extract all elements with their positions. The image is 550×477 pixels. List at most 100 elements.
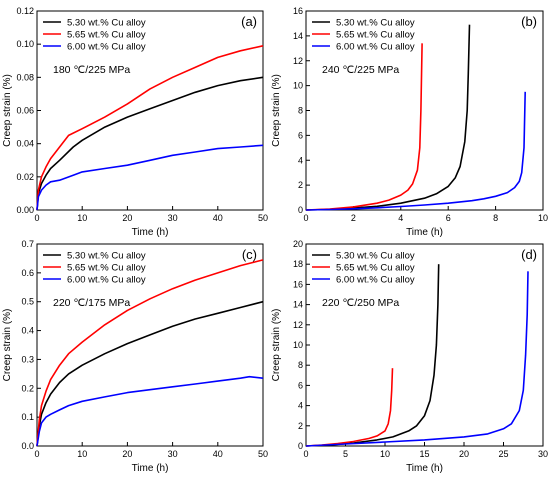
legend-entry: 5.30 wt.% Cu alloy [336,18,415,29]
x-tick-label: 10 [77,449,87,459]
y-tick-label: 2 [298,180,303,190]
y-tick-label: 0.1 [21,412,34,422]
legend-entry: 5.30 wt.% Cu alloy [67,18,146,29]
x-tick-label: 4 [398,213,403,223]
y-tick-label: 0.2 [21,383,34,393]
panel-tag: (d) [521,247,537,262]
legend-entry: 6.00 wt.% Cu alloy [67,275,146,286]
y-tick-label: 0.10 [16,39,34,49]
y-tick-label: 14 [293,300,303,310]
y-tick-label: 0.04 [16,139,34,149]
y-axis-label: Creep strain (%) [271,309,282,382]
series-line-2 [305,368,394,447]
legend-entry: 5.65 wt.% Cu alloy [336,263,415,274]
y-tick-label: 0.06 [16,106,34,116]
x-axis-label: Time (h) [406,463,443,474]
y-tick-label: 6 [298,380,303,390]
y-tick-label: 4 [298,401,303,411]
x-axis-label: Time (h) [132,227,169,238]
legend-entry: 6.00 wt.% Cu alloy [336,275,415,286]
series-line-2 [305,43,423,211]
legend-entry: 5.30 wt.% Cu alloy [67,251,146,262]
y-tick-label: 14 [293,31,303,41]
y-tick-label: 0 [298,441,303,451]
panel-c: 0 10 20 30 40 50 0.0 0.1 0.2 0.3 0.4 0.5 0.6 0.7 Time … [2,239,268,474]
x-tick-label: 15 [419,449,429,459]
y-axis-label: Creep strain (%) [2,309,13,382]
x-tick-label: 50 [258,213,268,223]
y-tick-label: 12 [293,320,303,330]
x-tick-label: 0 [34,213,39,223]
x-tick-label: 20 [122,449,132,459]
y-tick-label: 0 [298,205,303,215]
legend-entry: 6.00 wt.% Cu alloy [67,42,146,53]
y-tick-label: 0.4 [21,326,34,336]
condition-label: 240 ℃/225 MPa [322,64,399,76]
x-tick-label: 0 [303,449,308,459]
y-tick-label: 16 [293,279,303,289]
x-axis-label: Time (h) [406,227,443,238]
y-tick-label: 0.0 [21,441,34,451]
panel-b: 0 2 4 6 8 10 0 2 4 6 8 10 12 14 16 Time (h) Creep strain… [271,6,548,238]
y-tick-label: 0.6 [21,268,34,278]
legend-entry: 5.30 wt.% Cu alloy [336,251,415,262]
legend-entry: 5.65 wt.% Cu alloy [67,263,146,274]
x-tick-label: 10 [380,449,390,459]
y-axis-label: Creep strain (%) [2,74,13,147]
y-tick-label: 16 [293,6,303,16]
x-tick-label: 30 [168,213,178,223]
x-tick-label: 6 [446,213,451,223]
x-axis-label: Time (h) [132,463,169,474]
plot-frame [36,243,264,447]
condition-label: 220 ℃/175 MPa [53,297,130,309]
y-tick-label: 0.5 [21,297,34,307]
x-tick-label: 40 [213,213,223,223]
y-tick-label: 0.02 [16,172,34,182]
y-tick-label: 12 [293,56,303,66]
series-line-3 [36,375,264,447]
y-axis-label: Creep strain (%) [271,74,282,147]
panel-tag: (b) [521,14,537,29]
panel-tag: (a) [241,14,257,29]
x-tick-label: 40 [213,449,223,459]
x-tick-label: 20 [122,213,132,223]
series-line-2 [36,259,264,447]
y-tick-label: 0.12 [16,6,34,16]
x-tick-label: 0 [303,213,308,223]
series-line-1 [36,300,264,447]
series-line-1 [36,76,264,211]
condition-label: 180 ℃/225 MPa [53,64,130,76]
condition-label: 220 ℃/250 MPa [322,297,399,309]
y-tick-label: 8 [298,106,303,116]
y-tick-label: 10 [293,340,303,350]
series-line-3 [305,271,529,447]
x-tick-label: 20 [459,449,469,459]
series-line-3 [305,91,526,211]
legend-entry: 6.00 wt.% Cu alloy [336,42,415,53]
y-tick-label: 0.08 [16,72,34,82]
y-tick-label: 20 [293,239,303,249]
x-tick-label: 5 [343,449,348,459]
x-tick-label: 8 [493,213,498,223]
y-tick-label: 10 [293,81,303,91]
x-tick-label: 30 [538,449,548,459]
legend-entry: 5.65 wt.% Cu alloy [336,30,415,41]
legend-entry: 5.65 wt.% Cu alloy [67,30,146,41]
x-tick-label: 10 [77,213,87,223]
series-line-1 [305,24,471,211]
x-tick-label: 0 [34,449,39,459]
y-tick-label: 4 [298,155,303,165]
y-tick-label: 8 [298,360,303,370]
y-tick-label: 0.00 [16,205,34,215]
y-tick-label: 2 [298,421,303,431]
panel-a: 0 10 20 30 40 50 0.00 0.02 0.04 0.06 0.08 0.10 0.12 T… [2,6,268,238]
x-tick-label: 50 [258,449,268,459]
y-tick-label: 0.3 [21,354,34,364]
x-tick-label: 10 [538,213,548,223]
x-tick-label: 30 [168,449,178,459]
y-tick-label: 18 [293,259,303,269]
series-line-1 [305,264,440,447]
series-line-2 [36,45,264,211]
x-tick-label: 25 [498,449,508,459]
